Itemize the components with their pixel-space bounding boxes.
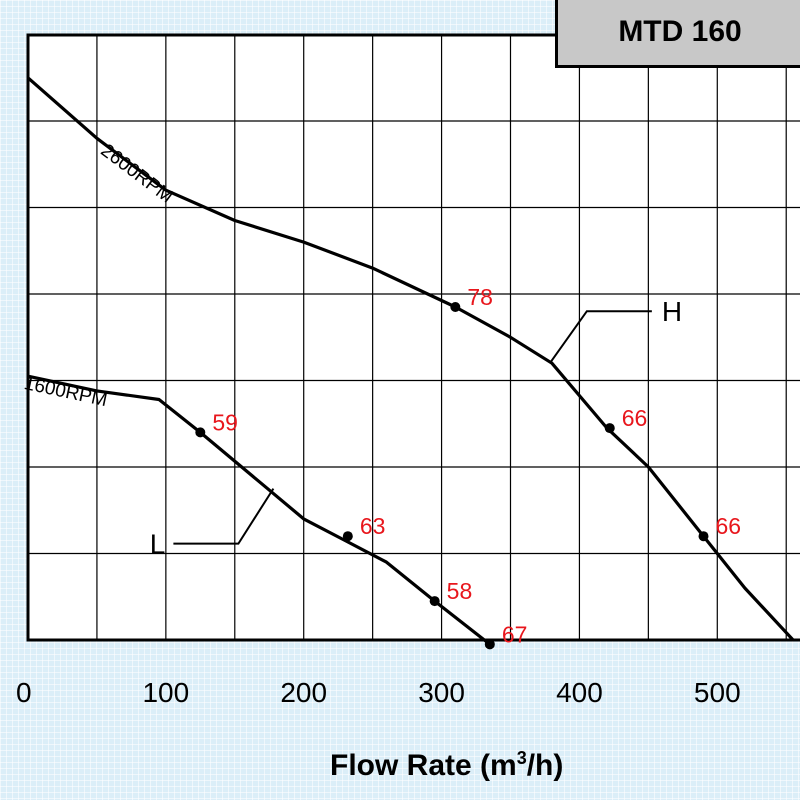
x-axis-label-tail: /h) <box>526 749 564 782</box>
efficiency-point <box>484 639 495 650</box>
efficiency-point <box>604 423 615 434</box>
efficiency-label: 63 <box>360 513 386 539</box>
efficiency-label: 59 <box>212 409 238 435</box>
efficiency-point <box>450 301 461 312</box>
series-line-1600rpm <box>27 374 491 646</box>
x-axis-label-exponent: 3 <box>516 748 527 768</box>
series-line-2600rpm <box>26 76 795 642</box>
x-axis-label: Flow Rate (m3/h) <box>330 748 563 783</box>
x-axis-label-main: Flow Rate (m <box>330 749 517 782</box>
efficiency-point <box>429 596 440 607</box>
efficiency-point <box>342 531 353 542</box>
callout-label-l: L <box>150 529 166 560</box>
x-tick-label: 300 <box>418 677 465 708</box>
efficiency-point <box>195 427 206 438</box>
x-tick-label: 100 <box>142 677 189 708</box>
efficiency-markers: 78 66 66 59 63 58 67 <box>195 284 742 650</box>
callout-leader-h <box>549 310 652 364</box>
efficiency-label: 58 <box>447 578 473 604</box>
x-tick-label: 200 <box>280 677 327 708</box>
efficiency-label: 67 <box>502 621 528 647</box>
x-tick-labels: 0 100 200 300 400 500 <box>16 677 741 708</box>
x-tick-label: 500 <box>694 677 741 708</box>
callouts: HL <box>150 296 682 559</box>
x-tick-label: 400 <box>556 677 603 708</box>
efficiency-label: 66 <box>622 405 648 431</box>
efficiency-label: 78 <box>467 284 493 310</box>
chart-title: MTD 160 <box>555 0 800 68</box>
x-tick-label: 0 <box>16 677 32 708</box>
grid <box>28 35 800 640</box>
plot-area <box>28 35 800 640</box>
callout-leader-l <box>173 488 275 545</box>
efficiency-label: 66 <box>716 513 742 539</box>
callout-label-h: H <box>662 296 682 327</box>
plot-frame <box>26 33 800 642</box>
efficiency-point <box>698 531 709 542</box>
